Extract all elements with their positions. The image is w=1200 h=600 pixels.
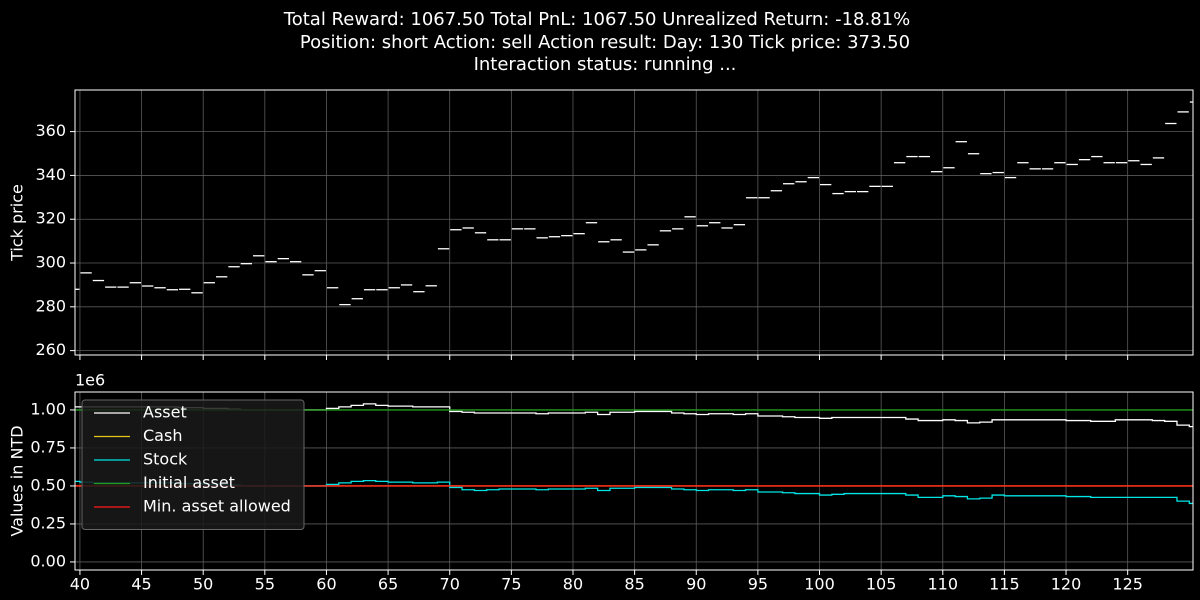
x-tick-label: 95 [748, 575, 768, 594]
axes-frame [74, 89, 1194, 356]
plot-area [75, 101, 1193, 306]
y-axis-label: Tick price [8, 184, 27, 262]
legend-label: Stock [143, 450, 188, 469]
x-tick-label: 110 [928, 575, 959, 594]
x-tick-label: 100 [804, 575, 835, 594]
title-line: Position: short Action: sell Action resu… [300, 32, 910, 53]
x-tick-label: 80 [563, 575, 583, 594]
legend-label: Cash [143, 426, 182, 445]
x-tick-label: 40 [70, 575, 90, 594]
x-tick-label: 125 [1112, 575, 1143, 594]
y-tick-label: 1.00 [30, 399, 66, 418]
y-tick-label: 320 [35, 209, 66, 228]
y-tick-label: 0.75 [30, 437, 66, 456]
y-axis-label: Values in NTD [8, 425, 27, 536]
y-tick-label: 0.25 [30, 513, 66, 532]
legend-box [81, 399, 305, 530]
x-tick-label: 90 [686, 575, 706, 594]
x-tick-label: 85 [624, 575, 644, 594]
y-tick-label: 0.50 [30, 475, 66, 494]
x-tick-label: 120 [1051, 575, 1082, 594]
y-tick-label: 360 [35, 121, 66, 140]
x-tick-label: 105 [866, 575, 897, 594]
x-tick-label: 45 [131, 575, 151, 594]
x-tick-label: 65 [378, 575, 398, 594]
y-tick-label: 300 [35, 253, 66, 272]
legend-label: Initial asset [143, 473, 235, 492]
legend-label: Asset [143, 403, 187, 422]
y-tick-label: 0.00 [30, 551, 66, 570]
x-tick-label: 70 [440, 575, 460, 594]
title-line: Total Reward: 1067.50 Total PnL: 1067.50… [283, 9, 910, 30]
y-tick-label: 340 [35, 165, 66, 184]
x-tick-label: 50 [193, 575, 213, 594]
x-tick-label: 115 [989, 575, 1020, 594]
x-tick-label: 60 [316, 575, 336, 594]
x-tick-label: 75 [501, 575, 521, 594]
y-tick-label: 260 [35, 340, 66, 359]
legend-label: Min. asset allowed [143, 497, 291, 516]
y-tick-label: 280 [35, 296, 66, 315]
axis-offset: 1e6 [75, 371, 105, 390]
axes-frame [74, 391, 1194, 571]
x-tick-label: 55 [255, 575, 275, 594]
title-line: Interaction status: running ... [474, 54, 737, 75]
